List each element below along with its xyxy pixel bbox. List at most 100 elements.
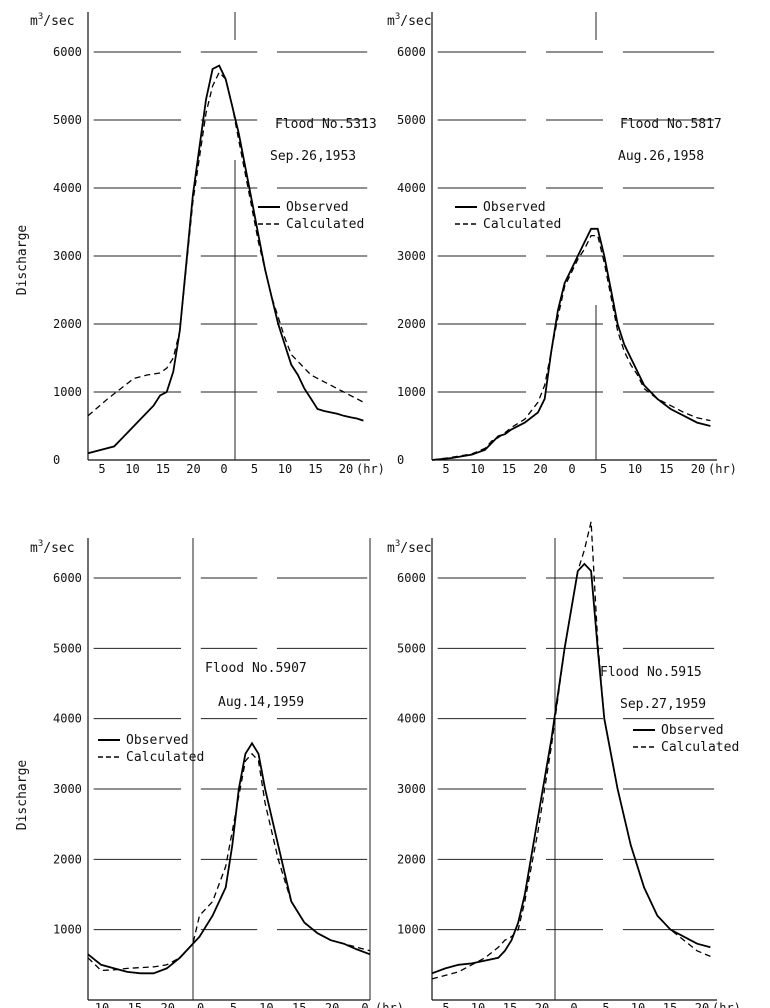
- x-tick-label: 0: [361, 1001, 368, 1008]
- chart-title: Flood No.5915: [600, 665, 702, 680]
- legend-label: Calculated: [286, 217, 364, 232]
- y-tick-label: 5000: [53, 641, 82, 655]
- x-tick-label: 20: [161, 1001, 175, 1008]
- chart-title: Flood No.5313: [275, 117, 377, 132]
- legend: Observed Calculated: [633, 723, 739, 755]
- x-tick-label: 5: [442, 462, 449, 476]
- series-line-calculated: [431, 234, 711, 461]
- chart-panel-4: 1000 2000 3000 4000 5000 6000 m3/sec 5 10 15 20 0 5 1…: [387, 521, 741, 1008]
- x-tick-label: 15: [292, 1001, 306, 1008]
- x-tick-label: 0: [570, 1001, 577, 1008]
- x-tick-label: 10: [278, 462, 292, 476]
- y-tick-label: 4000: [53, 181, 82, 195]
- x-tick-label: 10: [470, 462, 484, 476]
- x-tick-label: 15: [156, 462, 170, 476]
- chart-subtitle: Sep.26,1953: [270, 149, 356, 164]
- x-axis-unit-label: (hr): [356, 462, 385, 476]
- x-tick-label: 15: [308, 462, 322, 476]
- x-tick-label: 0: [197, 1001, 204, 1008]
- y-axis-label-top: Discharge: [15, 225, 30, 296]
- y-tick-label: 1000: [53, 923, 82, 937]
- chart-panel-2: 0 1000 2000 3000 4000 5000 6000 m3/sec 5 10 15 20 0 5…: [387, 12, 737, 476]
- y-tick-label: 4000: [53, 712, 82, 726]
- y-tick-label: 4000: [397, 181, 426, 195]
- x-tick-label: 10: [95, 1001, 109, 1008]
- y-tick-label: 3000: [397, 249, 426, 263]
- y-tick-label: 2000: [397, 317, 426, 331]
- y-unit-label: m3/sec: [387, 12, 432, 29]
- chart-panel-3: 1000 2000 3000 4000 5000 6000 m3/sec 10 15 20 0 5 10…: [30, 538, 404, 1008]
- series-line-calculated: [87, 752, 371, 972]
- x-tick-label: 20: [535, 1001, 549, 1008]
- series-line-observed: [431, 227, 711, 461]
- x-tick-label: 10: [631, 1001, 645, 1008]
- y-tick-label: 3000: [53, 249, 82, 263]
- legend-label: Observed: [126, 733, 189, 748]
- y-tick-label: 0: [397, 453, 404, 467]
- x-tick-label: 15: [663, 1001, 677, 1008]
- y-tick-label: 5000: [53, 113, 82, 127]
- y-tick-label: 2000: [53, 852, 82, 866]
- series-line-calculated: [87, 71, 364, 417]
- y-tick-label: 2000: [53, 317, 82, 331]
- y-tick-label: 2000: [397, 852, 426, 866]
- x-tick-label: 20: [339, 462, 353, 476]
- legend-label: Observed: [483, 200, 546, 215]
- y-tick-label: 6000: [53, 571, 82, 585]
- x-tick-label: 5: [251, 462, 258, 476]
- series-line-observed: [431, 562, 711, 975]
- x-tick-label: 15: [128, 1001, 142, 1008]
- y-tick-label: 3000: [53, 782, 82, 796]
- chart-subtitle: Aug.14,1959: [218, 695, 304, 710]
- x-tick-label: 10: [471, 1001, 485, 1008]
- x-tick-label: 15: [503, 1001, 517, 1008]
- x-tick-label: 15: [502, 462, 516, 476]
- series-line-observed: [87, 64, 364, 455]
- y-tick-label: 1000: [53, 385, 82, 399]
- y-tick-label: 0: [53, 453, 60, 467]
- y-tick-label: 3000: [397, 782, 426, 796]
- x-tick-label: 15: [659, 462, 673, 476]
- x-tick-label: 10: [125, 462, 139, 476]
- x-tick-label: 5: [600, 462, 607, 476]
- y-unit-label: m3/sec: [387, 539, 432, 556]
- chart-subtitle: Aug.26,1958: [618, 149, 704, 164]
- y-unit-label: m3/sec: [30, 539, 75, 556]
- x-tick-label: 20: [325, 1001, 339, 1008]
- legend: Observed Calculated: [455, 200, 561, 232]
- x-tick-label: 5: [442, 1001, 449, 1008]
- y-axis-label-bottom: Discharge: [15, 760, 30, 831]
- x-tick-label: 10: [628, 462, 642, 476]
- chart-title: Flood No.5907: [205, 661, 307, 676]
- y-unit-label: m3/sec: [30, 12, 75, 29]
- legend-label: Calculated: [661, 740, 739, 755]
- x-axis-unit-label: (hr): [708, 462, 737, 476]
- chart-subtitle: Sep.27,1959: [620, 697, 706, 712]
- chart-title: Flood No.5817: [620, 117, 722, 132]
- x-tick-label: 5: [602, 1001, 609, 1008]
- x-tick-label: 20: [186, 462, 200, 476]
- x-tick-label: 20: [691, 462, 705, 476]
- y-tick-label: 1000: [397, 385, 426, 399]
- legend: Observed Calculated: [98, 733, 204, 765]
- y-tick-label: 5000: [397, 113, 426, 127]
- x-tick-label: 5: [98, 462, 105, 476]
- y-tick-label: 6000: [397, 45, 426, 59]
- legend-label: Calculated: [126, 750, 204, 765]
- legend-label: Observed: [661, 723, 724, 738]
- y-tick-label: 4000: [397, 712, 426, 726]
- legend-label: Calculated: [483, 217, 561, 232]
- x-tick-label: 0: [568, 462, 575, 476]
- series-line-observed: [87, 741, 371, 975]
- chart-panel-1: 0 1000 2000 3000 4000 5000 6000 m3/sec 5 10 15 20 0 5…: [30, 12, 385, 476]
- series-line-calculated: [431, 521, 711, 980]
- y-tick-label: 6000: [53, 45, 82, 59]
- y-tick-label: 6000: [397, 571, 426, 585]
- x-tick-label: 20: [533, 462, 547, 476]
- x-tick-label: 5: [230, 1001, 237, 1008]
- legend-label: Observed: [286, 200, 349, 215]
- y-tick-label: 5000: [397, 641, 426, 655]
- y-tick-label: 1000: [397, 923, 426, 937]
- x-tick-label: 10: [259, 1001, 273, 1008]
